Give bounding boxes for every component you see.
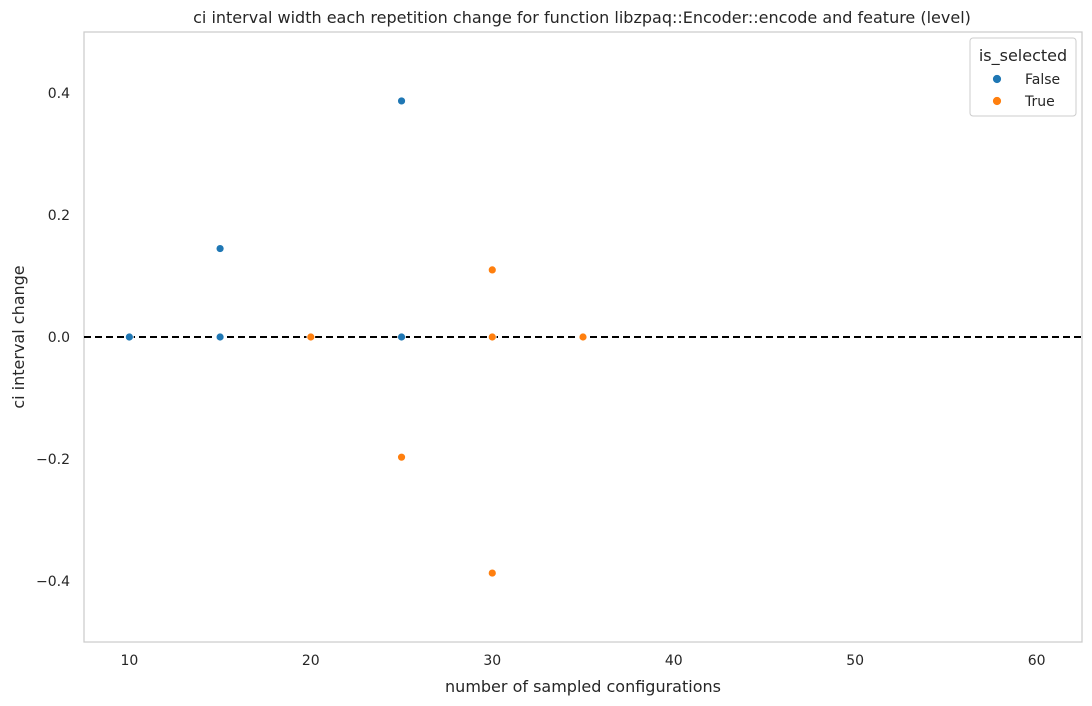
data-points (124, 96, 588, 578)
data-point-true (306, 332, 316, 342)
y-tick-label: −0.2 (36, 452, 70, 468)
x-tick-label: 40 (665, 653, 683, 669)
y-axis-ticks: 0.4 0.2 0.0 −0.2 −0.4 (36, 86, 70, 590)
chart-title: ci interval width each repetition change… (193, 8, 971, 27)
legend-marker-false (992, 74, 1002, 84)
data-point-true (487, 265, 497, 275)
y-tick-label: 0.0 (48, 330, 70, 346)
legend-title: is_selected (979, 46, 1067, 66)
data-point-true (487, 332, 497, 342)
x-tick-label: 60 (1028, 653, 1046, 669)
x-axis-ticks: 10 20 30 40 50 60 (120, 653, 1045, 669)
data-point-false (215, 244, 225, 253)
y-tick-label: 0.2 (48, 208, 70, 224)
x-tick-label: 20 (302, 653, 320, 669)
data-point-true (578, 332, 588, 342)
data-point-false (397, 332, 406, 342)
data-point-false (124, 332, 134, 342)
data-point-true (397, 452, 406, 462)
y-tick-label: −0.4 (36, 574, 70, 590)
legend-label-false: False (1025, 72, 1060, 88)
x-tick-label: 10 (120, 653, 138, 669)
y-axis-label: ci interval change (9, 265, 28, 408)
data-point-false (215, 332, 225, 342)
data-point-true (487, 568, 497, 578)
legend: is_selected False True (969, 37, 1077, 117)
x-axis-label: number of sampled configurations (445, 677, 721, 696)
legend-label-true: True (1024, 94, 1055, 110)
x-tick-label: 30 (483, 653, 501, 669)
x-tick-label: 50 (846, 653, 864, 669)
y-tick-label: 0.4 (48, 86, 70, 102)
data-point-false (397, 96, 406, 106)
legend-marker-true (992, 96, 1002, 106)
